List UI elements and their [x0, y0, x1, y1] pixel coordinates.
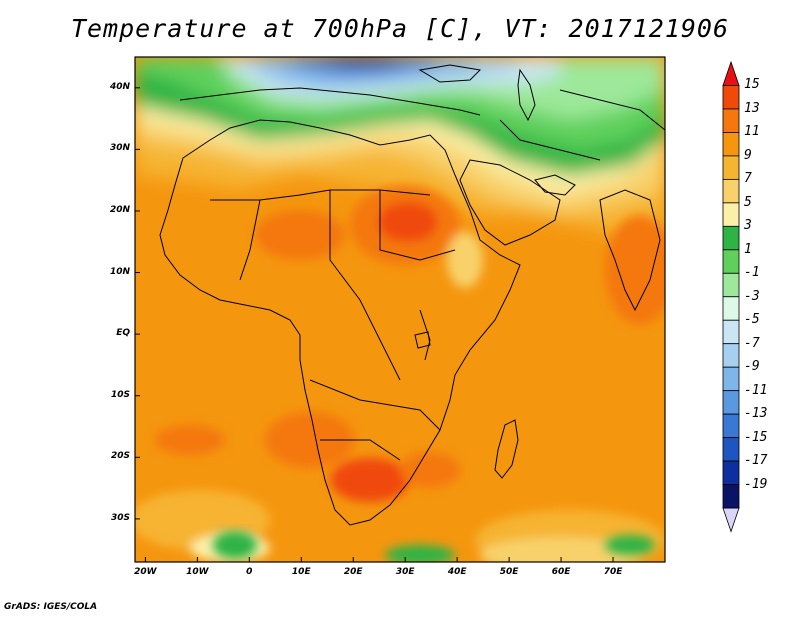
- colorbar-segment: [722, 437, 740, 462]
- black-sea: [418, 64, 482, 83]
- india: [599, 189, 661, 312]
- colorbar-top-arrow: [722, 60, 740, 86]
- border-6: [320, 439, 401, 461]
- mediterranean-n: [179, 87, 481, 116]
- y-tick-label: 30N: [109, 143, 130, 154]
- colorbar-segment: [722, 390, 740, 415]
- x-tick-label: 40E: [447, 567, 467, 577]
- colorbar-label: 9: [744, 147, 752, 163]
- africa-coast: [159, 119, 521, 526]
- colorbar-segment: [722, 484, 740, 509]
- arabia: [459, 159, 561, 246]
- y-tick-label: EQ: [116, 328, 130, 339]
- y-tick-label: 30S: [110, 512, 130, 523]
- colorbar-segment: [722, 225, 740, 251]
- colorbar-bottom-arrow: [722, 507, 740, 533]
- lake-victoria: [414, 331, 431, 349]
- y-tick-label: 20S: [110, 451, 130, 462]
- colorbar-segment: [722, 460, 740, 485]
- x-tick-label: 70E: [603, 567, 623, 577]
- colorbar-segment: [722, 202, 740, 227]
- colorbar-label: -13: [744, 406, 768, 422]
- green-s: [385, 545, 455, 562]
- colorbar: [722, 60, 740, 533]
- colorbar-segment: [722, 249, 740, 274]
- border-2: [329, 190, 401, 381]
- colorbar-segment: [722, 155, 740, 180]
- border-1: [210, 189, 431, 201]
- colorbar-segment: [722, 108, 740, 133]
- colorbar-label: 15: [744, 77, 760, 93]
- x-tick-label: 0: [246, 567, 253, 577]
- persian-gulf: [534, 174, 576, 196]
- border-7: [419, 309, 431, 361]
- axis-ticks: [135, 87, 614, 562]
- x-tick-label: 10W: [186, 567, 209, 577]
- colorbar-segment: [722, 132, 740, 157]
- warm-atl: [155, 425, 225, 455]
- border-3: [239, 199, 261, 281]
- x-tick-label: 60E: [551, 567, 571, 577]
- border-8: [559, 89, 665, 131]
- colorbar-label: -15: [744, 429, 768, 445]
- colorbar-label: 1: [744, 241, 752, 257]
- cool-s-ind2: [480, 537, 640, 562]
- colorbar-label: 13: [744, 100, 760, 116]
- colorbar-segment: [722, 272, 740, 298]
- green-se: [605, 535, 655, 555]
- x-tick-label: 50E: [499, 567, 519, 577]
- madagascar: [494, 419, 519, 479]
- warm-namibia: [265, 412, 355, 468]
- x-tick-label: 20E: [343, 567, 363, 577]
- colorbar-label: -9: [744, 359, 760, 375]
- footer-credit: GrADS: IGES/COLA: [4, 602, 98, 612]
- hot-sahara: [378, 202, 438, 242]
- coastlines: [159, 64, 665, 526]
- colorbar-label: 3: [744, 218, 752, 234]
- colorbar-label: -5: [744, 312, 760, 328]
- chart-title: Temperature at 700hPa [C], VT: 201712190…: [70, 14, 730, 43]
- warm-mozambique: [400, 452, 460, 488]
- colorbar-label: -1: [744, 265, 760, 281]
- colorbar-label: 11: [744, 124, 760, 140]
- x-tick-label: 30E: [395, 567, 415, 577]
- green-sw: [213, 531, 257, 559]
- colorbar-segment: [722, 296, 740, 321]
- colorbar-segment: [722, 85, 740, 110]
- border-4: [379, 190, 456, 261]
- colorbar-segment: [722, 343, 740, 368]
- colorbar-label: -3: [744, 288, 760, 304]
- colorbar-label: 7: [744, 171, 752, 187]
- colorbar-label: -17: [744, 453, 768, 469]
- y-tick-label: 10N: [109, 266, 130, 277]
- colorbar-label: 5: [744, 194, 752, 210]
- colorbar-segment: [722, 319, 740, 345]
- warm-india: [605, 215, 665, 325]
- border-9: [499, 119, 601, 161]
- plot-frame: [134, 56, 666, 563]
- y-tick-label: 10S: [110, 389, 130, 400]
- warm-west: [255, 210, 345, 260]
- colorbar-label: -19: [744, 476, 768, 492]
- x-tick-label: 20W: [134, 567, 157, 577]
- caspian: [517, 68, 536, 122]
- y-tick-label: 40N: [109, 81, 130, 92]
- cool-ethiopia: [447, 232, 483, 288]
- colorbar-label: -7: [744, 335, 760, 351]
- colorbar-label: -11: [744, 382, 768, 398]
- border-5: [309, 379, 441, 431]
- x-tick-label: 10E: [291, 567, 311, 577]
- colorbar-segment: [722, 413, 740, 439]
- temperature-field: [135, 57, 665, 562]
- warm-kalahari: [330, 458, 410, 502]
- y-tick-label: 20N: [109, 204, 130, 215]
- colorbar-segment: [722, 366, 740, 392]
- colorbar-segment: [722, 178, 740, 204]
- band-neg17: [320, 57, 400, 68]
